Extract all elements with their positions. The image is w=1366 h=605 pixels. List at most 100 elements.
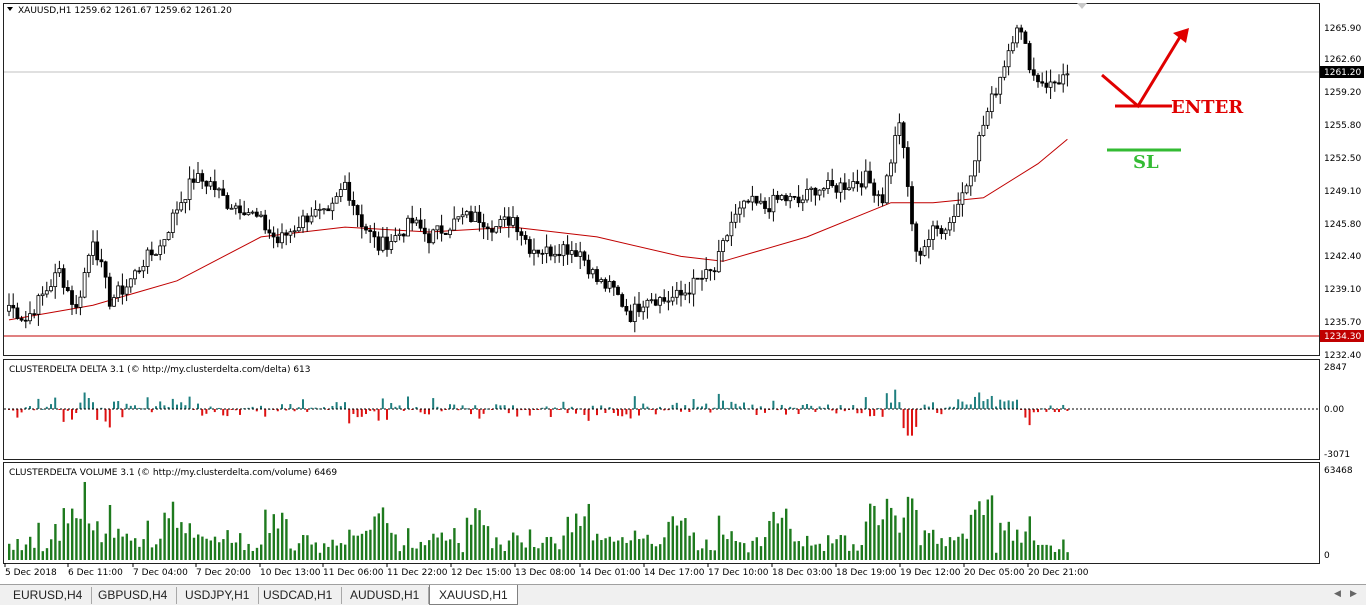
volume-bar [150, 547, 154, 560]
volume-bar [314, 542, 317, 560]
delta-bar [818, 406, 821, 409]
symbol-menu-triangle-icon[interactable] [7, 7, 13, 11]
candle-body [385, 236, 389, 250]
candle-body [1006, 50, 1011, 68]
volume-bar [948, 537, 952, 560]
tab-scroll-right-icon[interactable]: ▶ [1350, 589, 1357, 599]
candle-body [435, 225, 440, 231]
volume-bar [318, 552, 322, 560]
candle-body [225, 195, 230, 209]
candle-body [347, 181, 352, 201]
volume-bar [50, 539, 53, 560]
volume-bar [465, 517, 469, 560]
volume-bar [20, 550, 23, 560]
delta-bar [554, 407, 556, 409]
volume-bar [71, 508, 74, 560]
candle-body [792, 195, 797, 198]
volume-bar [171, 501, 175, 560]
candle-body [905, 147, 910, 187]
volume-bar [167, 518, 170, 560]
delta-bar [503, 405, 506, 409]
volume-bar [566, 516, 569, 560]
tab-eurusd-h4[interactable]: EURUSD,H4 [4, 587, 93, 604]
delta-bar [843, 409, 846, 412]
enter-annotation[interactable]: ENTER [1101, 28, 1244, 118]
candle-body [141, 266, 146, 272]
candle-body [70, 290, 74, 305]
delta-bar [108, 409, 111, 428]
volume-bar [323, 543, 326, 560]
delta-histogram [8, 389, 1069, 436]
volume-bar [146, 520, 149, 560]
tab-usdcad-h1[interactable]: USDCAD,H1 [254, 587, 343, 604]
candle-body [532, 249, 536, 254]
volume-bar [234, 542, 238, 560]
candle-body [1052, 81, 1057, 84]
candle-body [74, 304, 79, 308]
volume-bar [58, 540, 61, 560]
volume-bar [482, 525, 485, 560]
volume-bar [852, 544, 855, 560]
horizontal-line-label: 1234.30 [1324, 332, 1361, 342]
volume-bar [927, 533, 931, 560]
chart-window[interactable]: XAUUSD,H1 1259.62 1261.67 1259.62 1261.2… [0, 0, 1366, 584]
candle-body [637, 303, 641, 313]
candle-body [149, 249, 154, 256]
delta-bar [982, 401, 985, 409]
volume-bar [432, 533, 435, 560]
volume-bar [801, 546, 805, 560]
delta-bar [297, 407, 300, 409]
delta-bar [474, 405, 477, 409]
volume-bar [671, 516, 674, 560]
delta-bar [306, 409, 309, 412]
volume-bar [936, 543, 939, 560]
volume-bar [54, 524, 57, 560]
candle-body [91, 241, 95, 256]
delta-bar [344, 402, 346, 409]
delta-bar [465, 408, 468, 410]
candle-body [998, 76, 1003, 95]
delta-bar [705, 403, 708, 409]
volume-bar [449, 539, 452, 560]
time-label: 11 Dec 22:00 [387, 568, 448, 578]
price-label: 1235.70 [1324, 318, 1361, 328]
volume-bar [125, 533, 128, 560]
delta-bar [457, 409, 460, 411]
tab-usdjpy-h1[interactable]: USDJPY,H1 [176, 587, 260, 604]
volume-bar [570, 532, 574, 560]
tab-xauusd-h1[interactable]: XAUUSD,H1 [429, 585, 518, 605]
delta-bar [222, 409, 225, 416]
tab-gbpusd-h4[interactable]: GBPUSD,H4 [89, 587, 178, 604]
volume-bar [806, 535, 809, 560]
candle-body [964, 185, 969, 194]
tab-scroll-left-icon[interactable]: ◀ [1334, 589, 1341, 599]
volume-bar [499, 544, 502, 560]
volume-bar [12, 549, 15, 560]
volume-bar [793, 541, 796, 560]
delta-bar [877, 408, 880, 410]
volume-bar [327, 546, 330, 560]
delta-bar [285, 409, 288, 411]
volume-bar [129, 540, 133, 560]
tab-audusd-h1[interactable]: AUDUSD,H1 [341, 587, 430, 604]
candle-body [687, 292, 692, 295]
sl-annotation[interactable]: SL [1107, 148, 1181, 173]
volume-bar [268, 533, 271, 560]
volume-bar [407, 528, 410, 560]
main-chart-panel[interactable] [3, 3, 1320, 356]
delta-bar [680, 409, 682, 412]
volume-bar [92, 530, 95, 560]
candle-body [632, 303, 637, 322]
volume-bar [965, 538, 968, 560]
volume-bar [545, 537, 548, 560]
delta-bar [654, 409, 657, 415]
delta-bar [24, 407, 27, 409]
delta-bar [831, 409, 834, 411]
time-label: 14 Dec 01:00 [580, 568, 641, 578]
candle-body [779, 195, 784, 200]
candle-body [872, 182, 877, 196]
volume-bar [188, 523, 191, 560]
delta-bar [180, 402, 183, 409]
volume-bar [869, 503, 872, 560]
volume-bar [390, 532, 393, 560]
